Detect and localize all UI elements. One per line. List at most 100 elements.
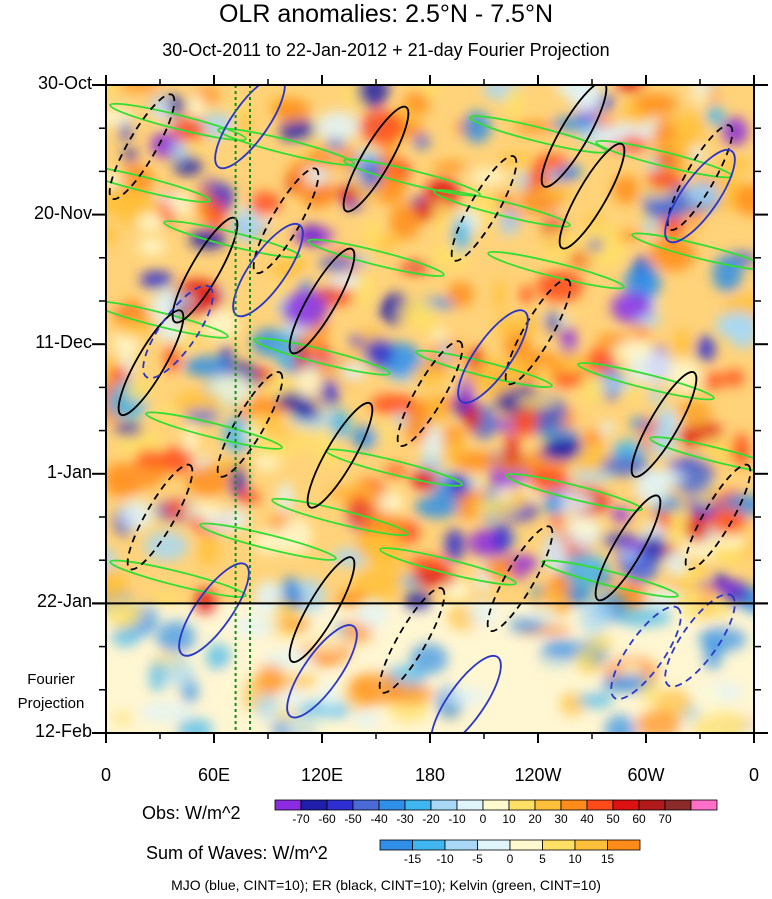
x-tick-label: 0	[748, 765, 759, 785]
kelvin-contour	[469, 115, 607, 154]
field-blob	[261, 416, 282, 435]
kelvin-contour	[106, 164, 211, 203]
x-tick-label: 180	[414, 765, 446, 785]
obs-colorbar-swatch	[612, 799, 640, 811]
er-contour	[630, 371, 698, 478]
field-blob	[536, 364, 552, 391]
field-blob	[106, 108, 135, 127]
kelvin-contour	[577, 362, 715, 401]
field-blob	[540, 228, 576, 262]
field-blob	[277, 482, 294, 513]
field-blob	[106, 223, 116, 247]
field-blob	[432, 161, 468, 172]
field-blob	[118, 500, 154, 530]
field-blob	[668, 359, 701, 394]
obs-colorbar-tick-label: -60	[318, 812, 336, 826]
field-blob	[151, 95, 171, 122]
field-blob	[295, 425, 311, 452]
projection-blob	[222, 668, 246, 699]
projection-blob	[254, 692, 280, 720]
field-blob	[171, 117, 206, 142]
field-blob	[356, 532, 400, 563]
field-blob	[587, 240, 603, 251]
er-contour	[666, 124, 734, 231]
obs-colorbar-swatch	[404, 799, 432, 811]
field-blob	[634, 280, 654, 292]
obs-colorbar-swatch	[664, 799, 692, 811]
field-blob	[600, 421, 615, 435]
plot-frame	[92, 75, 768, 743]
kelvin-contour	[541, 559, 679, 598]
field-blob	[689, 85, 711, 106]
field-blob	[173, 139, 187, 163]
er-contour	[252, 167, 320, 275]
field-blob	[151, 593, 184, 605]
mjo-contour	[286, 624, 358, 719]
mjo-contour	[178, 562, 250, 657]
field-blob	[571, 515, 597, 538]
field-blob	[253, 580, 284, 614]
field-blob	[303, 166, 331, 186]
field-blob	[695, 335, 716, 363]
projection-blob	[445, 687, 487, 705]
projection-blob	[697, 684, 722, 716]
field-blob	[539, 444, 580, 461]
field-blob	[411, 568, 458, 587]
x-tick-label: 0	[100, 765, 111, 785]
obs-colorbar-tick-label: -70	[292, 812, 310, 826]
field-blob	[535, 427, 579, 439]
obs-colorbar-tick-label: 50	[606, 812, 620, 826]
obs-colorbar-tick-label: -30	[396, 812, 414, 826]
waves-colorbar-tick-label: 0	[506, 852, 514, 866]
field-blob	[444, 528, 465, 562]
field-blob	[359, 159, 382, 191]
projection-blob	[604, 714, 636, 733]
mjo-contour	[457, 309, 529, 404]
obs-colorbar-tick-label: -40	[370, 812, 388, 826]
field-blob	[494, 315, 533, 340]
projection-blob	[588, 632, 614, 654]
field-blob	[644, 202, 688, 220]
field-blob	[649, 236, 696, 272]
field-blob	[209, 374, 255, 404]
obs-colorbar-tick-label: 10	[502, 812, 516, 826]
field-blob	[273, 98, 311, 123]
field-blob	[515, 395, 557, 408]
field-blob	[400, 262, 431, 274]
obs-colorbar-swatch	[690, 799, 718, 811]
field-blob	[183, 356, 230, 377]
obs-colorbar-swatch	[534, 799, 562, 811]
field-blob	[144, 531, 188, 562]
kelvin-contour	[307, 238, 445, 277]
field-blob	[709, 507, 746, 535]
field-blob	[248, 191, 281, 217]
y-tick-label: 11-Dec	[35, 332, 92, 353]
projection-blob	[639, 679, 661, 705]
waves-colorbar-tick-label: -5	[472, 852, 483, 866]
projection-blob	[111, 627, 140, 647]
obs-colorbar-tick-label: -20	[422, 812, 440, 826]
kelvin-contour	[433, 189, 571, 228]
field-blob	[329, 409, 351, 440]
field-blob	[569, 85, 603, 113]
field-blob	[194, 588, 216, 614]
field-blob	[125, 297, 138, 319]
er-contour	[486, 525, 554, 633]
projection-blob	[468, 600, 497, 626]
kelvin-contour	[649, 436, 754, 475]
kelvin-contour	[109, 102, 247, 142]
waves-colorbar-tick-label: 15	[600, 852, 615, 866]
field-blob	[315, 111, 360, 141]
field-blob	[561, 552, 609, 589]
field-blob	[106, 85, 117, 97]
field-blob	[462, 111, 491, 143]
field-blob	[546, 311, 559, 334]
er-contour	[540, 85, 608, 188]
field-blob	[425, 177, 460, 212]
field-blob	[722, 369, 745, 387]
projection-blob	[607, 677, 649, 690]
field-blob	[643, 470, 685, 485]
field-blob	[706, 105, 725, 126]
field-blob	[391, 568, 405, 583]
projection-blob	[297, 701, 350, 720]
